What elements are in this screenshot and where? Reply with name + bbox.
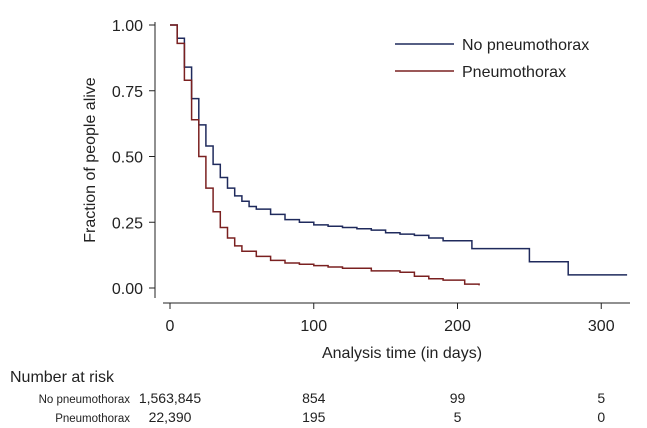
- x-axis-ticks: 0 100 200 300: [166, 303, 615, 335]
- series-line-no-pneumothorax: [170, 24, 628, 276]
- series-line-pneumothorax: [170, 24, 480, 286]
- risk-value: 99: [450, 390, 466, 406]
- risk-value: 854: [302, 390, 326, 406]
- risk-table-title: Number at risk: [10, 369, 115, 386]
- risk-value: 0: [597, 409, 605, 425]
- y-tick-label: 0.50: [112, 150, 143, 167]
- legend-label-no-pneumothorax: No pneumothorax: [462, 37, 589, 54]
- risk-row-label-no-pneumothorax: No pneumothorax: [39, 394, 131, 406]
- y-tick-label: 0.75: [112, 84, 143, 101]
- risk-row-label-pneumothorax: Pneumothorax: [55, 413, 130, 425]
- risk-value: 22,390: [149, 409, 192, 425]
- y-axis-title: Fraction of people alive: [82, 77, 99, 243]
- x-tick-label: 100: [300, 318, 327, 335]
- risk-value: 195: [302, 409, 326, 425]
- legend: No pneumothorax Pneumothorax: [395, 37, 589, 81]
- x-axis-title: Analysis time (in days): [322, 345, 482, 362]
- x-tick-label: 200: [444, 318, 471, 335]
- risk-table: Number at risk No pneumothorax 1,563,845 8…: [10, 369, 605, 425]
- y-tick-label: 0.00: [112, 281, 143, 298]
- risk-value: 1,563,845: [139, 390, 201, 406]
- y-axis-ticks: 0.00 0.25 0.50 0.75 1.00: [112, 18, 155, 298]
- legend-label-pneumothorax: Pneumothorax: [462, 64, 566, 81]
- x-tick-label: 300: [588, 318, 615, 335]
- series-lines: [170, 24, 628, 286]
- risk-value: 5: [454, 409, 462, 425]
- y-tick-label: 0.25: [112, 215, 143, 232]
- y-tick-label: 1.00: [112, 18, 143, 35]
- risk-value: 5: [597, 390, 605, 406]
- risk-table-rows: No pneumothorax 1,563,845 854 99 5 Pneumothor…: [39, 390, 606, 425]
- x-tick-label: 0: [166, 318, 175, 335]
